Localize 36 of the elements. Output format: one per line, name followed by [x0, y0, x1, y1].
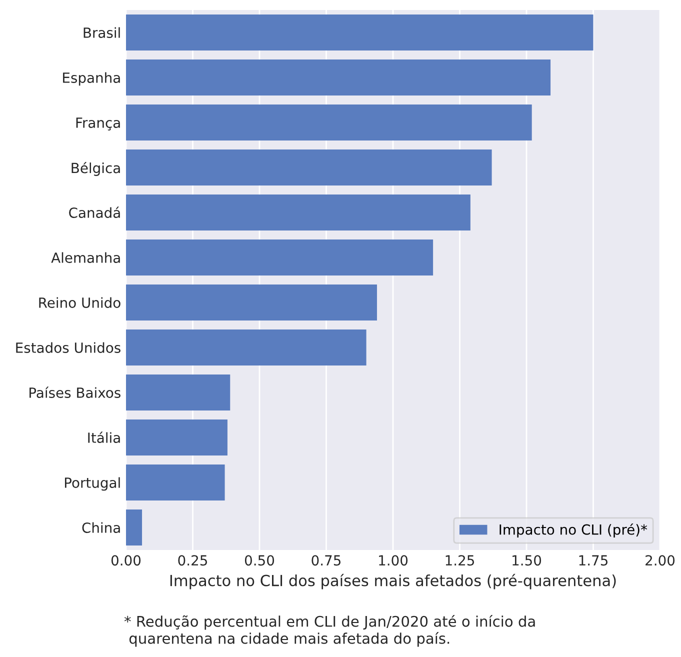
y-tick-label: Bélgica: [72, 162, 120, 176]
bar: [126, 104, 532, 140]
x-tick-label: 1.00: [379, 555, 408, 566]
bar: [126, 330, 366, 366]
bar: [126, 60, 551, 96]
bar: [126, 194, 470, 230]
x-tick-label: 0.50: [244, 555, 274, 566]
bar: [126, 510, 142, 546]
y-tick-label: Reino Unido: [39, 297, 120, 308]
bar: [126, 14, 594, 50]
bar: [126, 374, 230, 410]
x-tick-label: 1.50: [512, 555, 542, 566]
text: * Redução percentual em CLI de Jan/2020 até o início da quarentena na cidade mais afetada do país.: [124, 615, 535, 647]
y-tick-label: Canadá: [69, 206, 120, 218]
legend-label: Impacto no CLI (pré)*: [500, 524, 648, 538]
bar: [126, 150, 492, 186]
y-tick-label: Estados Unidos: [16, 342, 120, 353]
y-tick-label: Portugal: [64, 477, 120, 491]
x-tick-label: 2.00: [646, 555, 675, 566]
y-tick-label: Países Baixos: [30, 386, 120, 398]
x-tick-label: 0.25: [178, 555, 207, 566]
y-tick-label: França: [76, 118, 120, 130]
bar: [126, 464, 225, 500]
x-tick-label: 1.75: [579, 555, 608, 566]
y-tick-label: Itália: [88, 432, 120, 443]
bar: [126, 240, 434, 276]
x-axis-title: Impacto no CLI dos países mais afetados (pré-quarentena): [170, 574, 616, 590]
x-tick-label: 0.00: [111, 555, 141, 566]
bar: [126, 420, 228, 456]
y-tick-label: Alemanha: [51, 252, 120, 263]
x-tick-label: 0.75: [312, 555, 340, 566]
y-tick-label: China: [82, 522, 120, 533]
y-tick-label: Espanha: [63, 72, 120, 86]
x-tick-label: 1.25: [446, 555, 474, 566]
bar: [126, 284, 377, 320]
y-tick-label: Brasil: [84, 27, 120, 38]
